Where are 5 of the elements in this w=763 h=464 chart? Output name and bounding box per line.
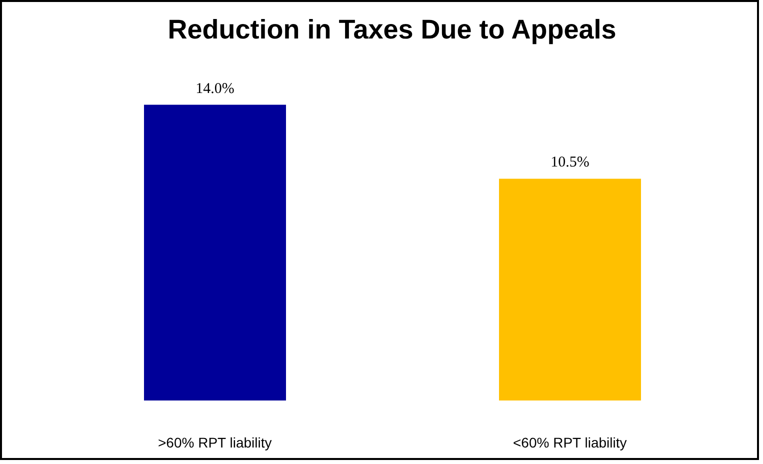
data-label: 14.0% (196, 80, 234, 97)
chart-title: Reduction in Taxes Due to Appeals (168, 14, 616, 44)
x-tick-label: <60% RPT liability (513, 434, 627, 450)
data-label: 10.5% (550, 154, 590, 171)
x-tick-label: >60% RPT liability (158, 434, 272, 450)
